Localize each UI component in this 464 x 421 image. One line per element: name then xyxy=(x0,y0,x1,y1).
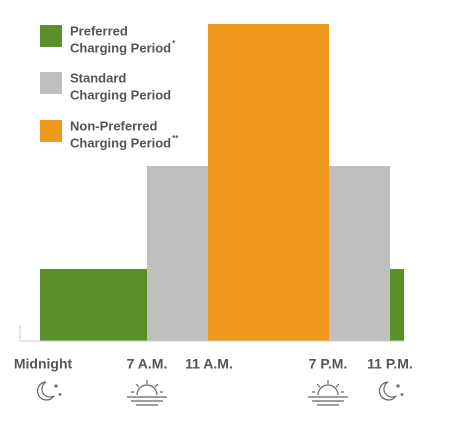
standard-bar xyxy=(147,166,208,341)
time-label: 7 A.M. xyxy=(127,356,168,372)
legend-label: Standard xyxy=(70,70,126,85)
preferred-bar xyxy=(40,269,147,341)
non-preferred-bar xyxy=(208,24,329,341)
standard-bar xyxy=(329,166,390,341)
moon-icon xyxy=(378,381,404,401)
preferred-bar xyxy=(390,269,404,341)
time-label: 11 P.M. xyxy=(367,356,413,372)
legend-swatch xyxy=(40,120,62,142)
legend-label: Charging Period xyxy=(70,40,171,55)
legend-label: Charging Period xyxy=(70,135,171,150)
legend-label: Preferred xyxy=(70,23,128,38)
time-labels: Midnight 7 A.M. 11 A.M. 7 P.M. 11 P.M. xyxy=(14,356,413,372)
time-label: 11 A.M. xyxy=(185,356,233,372)
legend-swatch xyxy=(40,25,62,47)
legend-footnote-mark: * xyxy=(172,39,176,48)
moon-icon xyxy=(36,381,62,401)
legend-footnote-mark: ** xyxy=(172,134,179,143)
time-label: 7 P.M. xyxy=(309,356,348,372)
legend-label: Charging Period xyxy=(70,87,171,102)
sunrise-icon xyxy=(127,380,167,406)
sunset-icon xyxy=(308,380,348,406)
legend-label: Non-Preferred xyxy=(70,118,157,133)
legend-swatch xyxy=(40,72,62,94)
time-label: Midnight xyxy=(14,356,73,372)
